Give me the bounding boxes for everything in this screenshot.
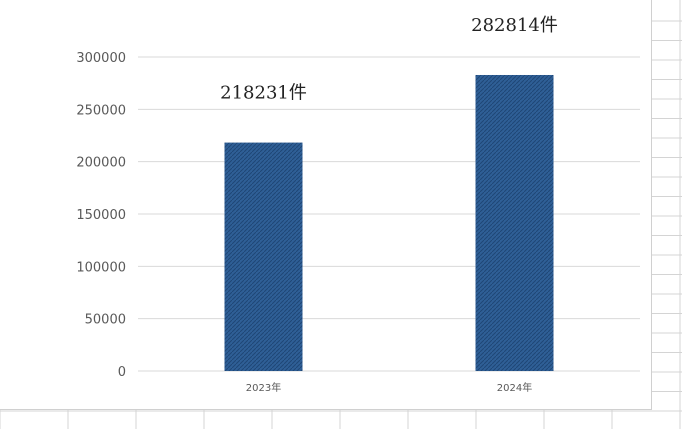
y-tick-label: 100000 <box>76 260 126 275</box>
y-tick-label: 0 <box>118 365 126 380</box>
x-tick-label: 2024年 <box>497 381 532 394</box>
bar[interactable] <box>224 142 303 371</box>
y-tick-label: 250000 <box>76 103 126 118</box>
chart-area[interactable]: 300000 250000 200000 150000 100000 50000 0 202… <box>0 0 652 410</box>
y-axis-ticks: 300000 250000 200000 150000 100000 50000 0 <box>76 51 126 380</box>
y-tick-label: 50000 <box>85 313 126 328</box>
data-labels: 218231件 282814件 <box>220 15 558 104</box>
bars <box>224 74 554 372</box>
data-label: 282814件 <box>471 15 558 36</box>
y-tick-label: 150000 <box>76 208 126 223</box>
y-tick-label: 300000 <box>76 51 126 66</box>
bar-chart: 300000 250000 200000 150000 100000 50000 0 202… <box>76 15 640 394</box>
y-tick-label: 200000 <box>76 156 126 171</box>
x-tick-label: 2023年 <box>246 381 281 394</box>
data-label: 218231件 <box>220 83 307 104</box>
bar[interactable] <box>475 74 554 372</box>
x-axis-ticks: 2023年 2024年 <box>246 381 532 394</box>
gridlines <box>138 56 640 372</box>
